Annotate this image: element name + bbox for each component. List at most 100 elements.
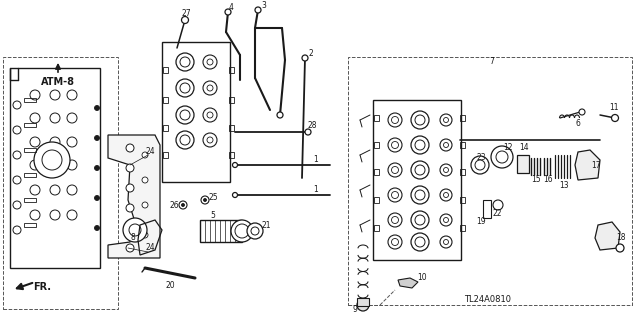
- Circle shape: [30, 113, 40, 123]
- Circle shape: [247, 223, 263, 239]
- Bar: [229, 67, 234, 73]
- Circle shape: [207, 85, 213, 91]
- Circle shape: [30, 160, 40, 170]
- Circle shape: [13, 101, 21, 109]
- Circle shape: [388, 163, 402, 177]
- Circle shape: [176, 79, 194, 97]
- Text: ATM-8: ATM-8: [41, 77, 75, 87]
- Circle shape: [440, 139, 452, 151]
- Text: 18: 18: [616, 234, 626, 242]
- Bar: [10, 68, 100, 268]
- Circle shape: [180, 135, 190, 145]
- Circle shape: [415, 215, 425, 225]
- Circle shape: [415, 140, 425, 150]
- Circle shape: [232, 192, 237, 197]
- Circle shape: [203, 133, 217, 147]
- Bar: [374, 225, 379, 231]
- Circle shape: [444, 167, 449, 173]
- Circle shape: [13, 226, 21, 234]
- Circle shape: [225, 9, 231, 15]
- Circle shape: [611, 115, 618, 122]
- Circle shape: [232, 162, 237, 167]
- Polygon shape: [575, 150, 600, 180]
- Circle shape: [392, 191, 399, 198]
- Circle shape: [444, 117, 449, 122]
- Circle shape: [142, 202, 148, 208]
- Circle shape: [142, 152, 148, 158]
- Circle shape: [392, 142, 399, 149]
- Circle shape: [126, 144, 134, 152]
- Circle shape: [496, 151, 508, 163]
- Bar: [229, 152, 234, 158]
- Bar: [374, 169, 379, 175]
- Circle shape: [411, 233, 429, 251]
- Polygon shape: [398, 278, 418, 288]
- Circle shape: [182, 17, 189, 24]
- Circle shape: [388, 235, 402, 249]
- Circle shape: [95, 136, 99, 140]
- Text: 6: 6: [575, 120, 580, 129]
- Text: TL24A0810: TL24A0810: [465, 295, 511, 305]
- Circle shape: [444, 192, 449, 197]
- Circle shape: [251, 227, 259, 235]
- Circle shape: [444, 143, 449, 147]
- Bar: [460, 197, 465, 203]
- Circle shape: [50, 160, 60, 170]
- Circle shape: [207, 112, 213, 118]
- Text: 22: 22: [492, 210, 502, 219]
- Circle shape: [357, 299, 369, 311]
- Bar: [374, 197, 379, 203]
- Circle shape: [471, 156, 489, 174]
- Text: 12: 12: [503, 143, 513, 152]
- Text: 10: 10: [417, 273, 427, 283]
- Bar: [163, 125, 168, 131]
- Bar: [374, 115, 379, 121]
- Bar: [229, 125, 234, 131]
- Circle shape: [126, 204, 134, 212]
- Circle shape: [67, 137, 77, 147]
- Circle shape: [30, 185, 40, 195]
- Bar: [460, 115, 465, 121]
- Circle shape: [30, 137, 40, 147]
- Circle shape: [182, 204, 184, 206]
- Text: 1: 1: [314, 186, 318, 195]
- Circle shape: [411, 111, 429, 129]
- Circle shape: [13, 126, 21, 134]
- Text: 1: 1: [314, 155, 318, 165]
- Bar: [374, 142, 379, 148]
- Circle shape: [392, 116, 399, 123]
- Circle shape: [231, 220, 253, 242]
- Circle shape: [616, 244, 624, 252]
- Circle shape: [95, 106, 99, 110]
- Circle shape: [444, 240, 449, 244]
- Circle shape: [203, 55, 217, 69]
- Circle shape: [42, 150, 62, 170]
- Text: 23: 23: [476, 152, 486, 161]
- Text: 7: 7: [490, 57, 495, 66]
- Circle shape: [475, 160, 485, 170]
- Circle shape: [411, 136, 429, 154]
- Bar: [373, 100, 461, 260]
- Circle shape: [579, 109, 585, 115]
- Circle shape: [392, 167, 399, 174]
- Circle shape: [30, 90, 40, 100]
- Circle shape: [142, 177, 148, 183]
- Text: 26: 26: [169, 201, 179, 210]
- Bar: [460, 142, 465, 148]
- Circle shape: [13, 201, 21, 209]
- Bar: [24, 148, 36, 152]
- Circle shape: [180, 57, 190, 67]
- Circle shape: [201, 196, 209, 204]
- Text: 16: 16: [543, 175, 553, 184]
- Circle shape: [388, 213, 402, 227]
- Text: 28: 28: [307, 122, 317, 130]
- Circle shape: [207, 59, 213, 65]
- Text: 4: 4: [228, 3, 234, 11]
- Bar: [24, 123, 36, 127]
- Circle shape: [235, 224, 249, 238]
- Bar: [229, 97, 234, 103]
- Circle shape: [388, 113, 402, 127]
- Text: 8: 8: [131, 234, 136, 242]
- Circle shape: [440, 189, 452, 201]
- Text: 3: 3: [262, 1, 266, 10]
